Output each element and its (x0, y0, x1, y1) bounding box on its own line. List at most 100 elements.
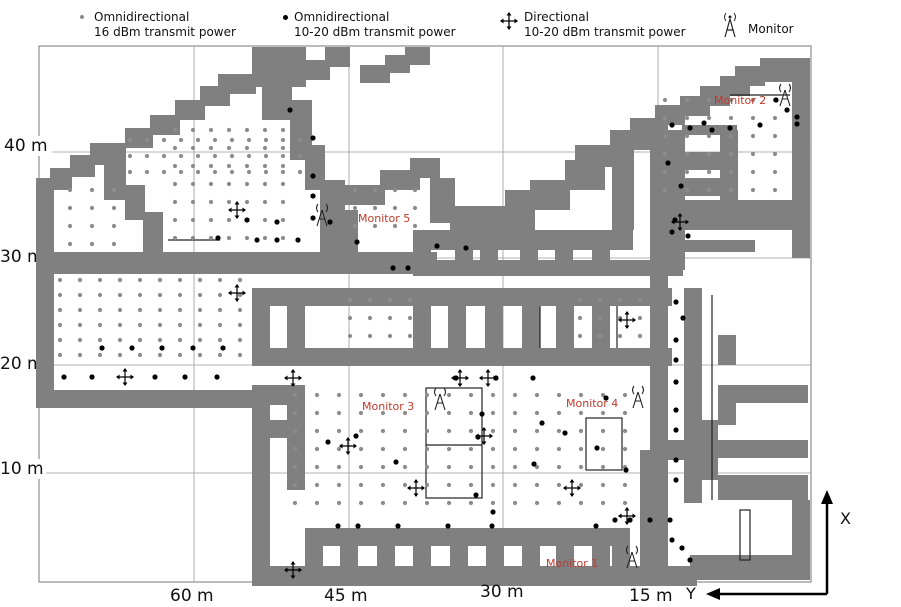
directional-ap (564, 480, 580, 496)
omni-16-ap (706, 151, 712, 157)
omni-10-20-ap (669, 229, 675, 235)
omni-16-ap (280, 235, 286, 241)
omni-10-20-ap (152, 374, 158, 380)
omni-16-ap (662, 187, 668, 193)
omni-16-ap (367, 333, 373, 339)
omni-16-ap (97, 277, 103, 283)
omni-16-ap (262, 145, 268, 151)
omni-16-ap (600, 464, 606, 470)
omni-16-ap (512, 410, 518, 416)
omni-10-20-ap (215, 235, 221, 241)
omni-10-20-ap (390, 265, 396, 271)
omni-16-ap (622, 410, 628, 416)
omni-16-ap (190, 145, 196, 151)
omni-16-ap (512, 446, 518, 452)
omni-16-ap (600, 446, 606, 452)
omni-16-ap (392, 223, 398, 229)
omni-16-ap (490, 446, 496, 452)
omni-16-ap (662, 115, 668, 121)
omni-16-ap (217, 307, 223, 313)
omni-16-ap (556, 464, 562, 470)
omni-16-ap (226, 235, 232, 241)
omni-16-ap (67, 241, 73, 247)
directional-ap (285, 562, 301, 578)
omni-16-ap (172, 163, 178, 169)
omni-16-ap (117, 337, 123, 343)
omni-16-ap (352, 205, 358, 211)
omni-16-ap (392, 205, 398, 211)
omni-16-ap (512, 500, 518, 506)
omni-16-ap (237, 307, 243, 313)
omni-16-ap (358, 482, 364, 488)
monitor-antenna-icon (631, 385, 645, 409)
omni-16-ap (67, 205, 73, 211)
omni-16-ap (262, 163, 268, 169)
omni-16-ap (226, 199, 232, 205)
omni-16-ap (600, 392, 606, 398)
monitor-antenna-icon (315, 203, 329, 227)
omni-16-ap (387, 333, 393, 339)
omni-16-ap (577, 297, 583, 303)
omni-16-ap (89, 223, 95, 229)
omni-16-ap (512, 392, 518, 398)
omni-16-ap (57, 292, 63, 298)
omni-16-ap (117, 352, 123, 358)
omni-16-ap (280, 163, 286, 169)
omni-16-ap (728, 169, 734, 175)
omni-16-ap (336, 446, 342, 452)
omni-16-ap (446, 464, 452, 470)
omni-16-ap (172, 127, 178, 133)
omni-16-ap (750, 97, 756, 103)
omni-16-ap (244, 145, 250, 151)
omni-16-ap (600, 482, 606, 488)
omni-16-ap (622, 482, 628, 488)
omni-16-ap (556, 392, 562, 398)
omni-10-20-ap (355, 523, 361, 529)
omni-16-ap (77, 292, 83, 298)
omni-16-ap (728, 97, 734, 103)
access-point-markers (57, 97, 800, 579)
omni-10-20-ap (190, 345, 196, 351)
omni-16-ap (229, 169, 235, 175)
omni-16-ap (358, 446, 364, 452)
omni-16-ap (208, 127, 214, 133)
omni-16-ap (750, 151, 756, 157)
omni-16-ap (262, 217, 268, 223)
omni-10-20-ap (612, 517, 618, 523)
omni-16-ap (387, 297, 393, 303)
omni-16-ap (490, 464, 496, 470)
omni-10-20-ap (405, 265, 411, 271)
omni-10-20-ap (89, 374, 95, 380)
omni-16-ap (297, 169, 303, 175)
omni-16-ap (684, 115, 690, 121)
omni-16-ap (728, 151, 734, 157)
omni-16-ap (750, 115, 756, 121)
omni-16-ap (750, 169, 756, 175)
omni-16-ap (137, 307, 143, 313)
omni-16-ap (336, 392, 342, 398)
omni-10-20-ap (669, 537, 675, 543)
omni-16-ap (490, 500, 496, 506)
omni-16-ap (280, 217, 286, 223)
omni-16-ap (262, 127, 268, 133)
omni-16-ap (89, 187, 95, 193)
omni-16-ap (229, 153, 235, 159)
omni-16-ap (144, 169, 150, 175)
omni-16-ap (97, 292, 103, 298)
omni-16-ap (177, 337, 183, 343)
omni-16-ap (358, 392, 364, 398)
omni-16-ap (600, 410, 606, 416)
omni-16-ap (244, 235, 250, 241)
omni-16-ap (468, 482, 474, 488)
omni-16-ap (117, 322, 123, 328)
omni-16-ap (77, 277, 83, 283)
omni-16-ap (111, 241, 117, 247)
directional-ap (476, 428, 492, 444)
x-axis-tick-label: 15 m (629, 586, 673, 606)
omni-16-ap (402, 446, 408, 452)
omni-16-ap (177, 322, 183, 328)
omni-16-ap (195, 169, 201, 175)
omni-16-ap (67, 187, 73, 193)
